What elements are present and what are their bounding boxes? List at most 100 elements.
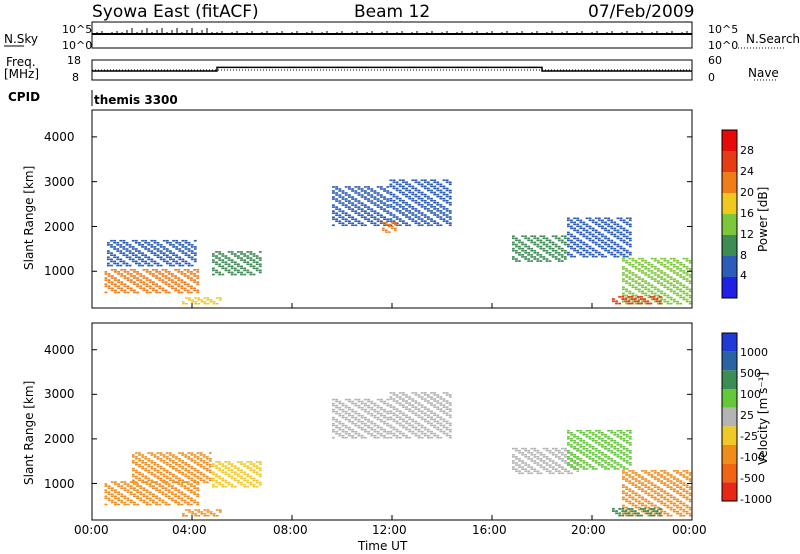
scatter-cell xyxy=(628,462,632,464)
scatter-cell xyxy=(439,418,443,421)
scatter-cell xyxy=(420,220,424,222)
scatter-cell xyxy=(551,460,555,462)
cpid-value: themis 3300 xyxy=(94,93,178,107)
scatter-cell xyxy=(423,392,427,394)
scatter-cell xyxy=(158,497,162,500)
scatter-cell xyxy=(539,466,543,468)
scatter-cell xyxy=(402,414,405,417)
scatter-cell xyxy=(414,402,418,404)
scatter-cell xyxy=(631,294,635,297)
scatter-cell xyxy=(255,467,259,469)
scatter-cell xyxy=(515,458,518,460)
scatter-cell xyxy=(554,449,558,452)
scatter-cell xyxy=(442,220,446,222)
scatter-cell xyxy=(172,252,175,254)
scatter-cell xyxy=(147,241,151,244)
scatter-cell xyxy=(436,420,440,423)
scatter-cell xyxy=(637,288,641,291)
scatter-cell xyxy=(196,291,200,294)
scatter-cell xyxy=(591,249,595,252)
scatter-cell xyxy=(625,235,629,238)
scatter-cell xyxy=(133,495,136,498)
scatter-cell xyxy=(212,267,215,270)
scatter-cell xyxy=(563,237,567,240)
scatter-cell xyxy=(184,475,188,478)
scatter-cell xyxy=(158,483,162,485)
scatter-cell xyxy=(373,196,377,198)
scatter-cell xyxy=(338,426,342,429)
colorbar-swatch xyxy=(722,426,737,445)
scatter-cell xyxy=(518,251,521,254)
scatter-cell xyxy=(338,190,342,192)
scatter-cell xyxy=(155,487,159,489)
scatter-cell xyxy=(604,446,607,448)
scatter-cell xyxy=(657,492,660,495)
scatter-cell xyxy=(114,291,117,294)
scatter-cell xyxy=(360,414,364,417)
scatter-cell xyxy=(679,514,683,517)
scatter-cell xyxy=(360,194,364,196)
scatter-cell xyxy=(165,260,169,263)
scatter-cell xyxy=(570,241,573,244)
scatter-cell xyxy=(436,408,440,410)
scatter-cell xyxy=(430,185,433,188)
scatter-cell xyxy=(527,449,531,452)
scatter-cell xyxy=(650,298,654,301)
scatter-cell xyxy=(524,237,527,240)
scatter-cell xyxy=(628,442,632,444)
scatter-cell xyxy=(197,299,201,301)
scatter-cell xyxy=(174,289,178,292)
scatter-cell xyxy=(676,292,679,295)
scatter-cell xyxy=(132,469,135,472)
scatter-cell xyxy=(628,253,632,256)
scatter-cell xyxy=(193,501,197,504)
scatter-cell xyxy=(335,398,339,401)
scatter-cell xyxy=(625,498,629,501)
scatter-cell xyxy=(351,408,355,411)
scatter-cell xyxy=(594,231,598,234)
scatter-cell xyxy=(644,259,648,262)
scatter-cell xyxy=(120,487,124,489)
scatter-cell xyxy=(132,454,135,456)
scatter-cell xyxy=(392,220,396,222)
scatter-cell xyxy=(660,270,664,272)
scatter-cell xyxy=(373,410,377,413)
scatter-cell xyxy=(597,231,601,234)
scatter-cell xyxy=(190,256,194,259)
scatter-cell xyxy=(107,241,110,244)
scatter-cell xyxy=(218,483,222,486)
scatter-cell xyxy=(625,270,629,272)
scatter-cell xyxy=(395,203,399,206)
scatter-cell xyxy=(389,416,393,419)
scatter-cell xyxy=(392,214,396,216)
scatter-cell xyxy=(347,220,351,223)
scatter-cell xyxy=(107,499,111,502)
scatter-cell xyxy=(433,404,437,406)
scatter-cell xyxy=(153,462,157,464)
scatter-cell xyxy=(344,224,348,227)
scatter-cell xyxy=(153,260,157,263)
scatter-cell xyxy=(141,481,144,484)
scatter-cell xyxy=(215,509,219,511)
scatter-cell xyxy=(597,431,601,434)
scatter-cell xyxy=(414,214,418,216)
scatter-cell xyxy=(344,192,348,194)
scatter-cell xyxy=(408,185,412,188)
scatter-cell xyxy=(663,294,667,297)
scatter-cell xyxy=(388,225,391,228)
scatter-cell xyxy=(224,267,228,270)
scatter-cell xyxy=(125,244,129,246)
scatter-cell xyxy=(114,497,117,500)
scatter-cell xyxy=(152,481,155,483)
scatter-cell xyxy=(628,474,632,476)
scatter-cell xyxy=(641,280,644,282)
scatter-cell xyxy=(591,255,595,258)
scatter-cell xyxy=(177,497,181,500)
scatter-cell xyxy=(433,392,437,394)
scatter-cell xyxy=(666,261,670,264)
scatter-cell xyxy=(386,204,390,206)
scatter-cell xyxy=(168,465,172,468)
scatter-cell xyxy=(376,220,380,223)
scatter-cell xyxy=(442,218,446,220)
scatter-cell xyxy=(634,514,638,517)
